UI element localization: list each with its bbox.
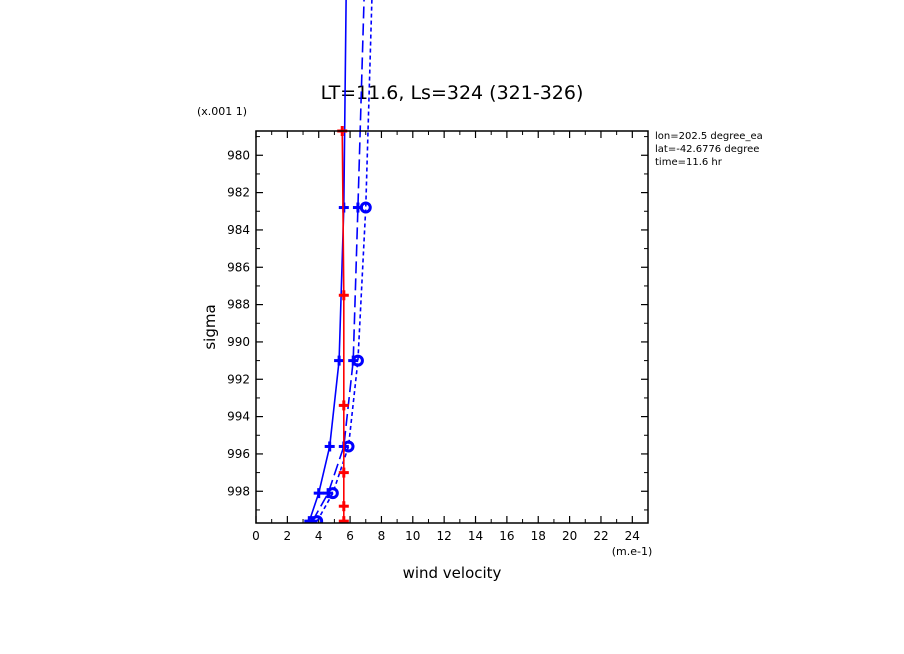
annotation-time: time=11.6 hr [655, 157, 723, 168]
y-tick-label: 984 [227, 223, 250, 237]
x-tick-label: 12 [437, 529, 452, 543]
data-point-plus [338, 400, 349, 411]
x-unit-label: (m.e-1) [612, 545, 653, 558]
x-axis-label: wind velocity [403, 564, 502, 582]
x-tick-label: 6 [346, 529, 354, 543]
y-tick-label: 998 [227, 484, 250, 498]
data-point-plus [338, 290, 349, 301]
y-unit-label: (x.001 1) [197, 105, 247, 118]
annotation-lat: lat=-42.6776 degree [655, 144, 759, 155]
x-tick-label: 24 [625, 529, 640, 543]
y-tick-label: 988 [227, 298, 250, 312]
y-tick-label: 980 [227, 148, 250, 162]
y-tick-label: 986 [227, 260, 250, 274]
data-point-plus [338, 501, 349, 512]
x-tick-label: 8 [378, 529, 386, 543]
annotation-mask [780, 128, 904, 173]
x-tick-label: 20 [562, 529, 577, 543]
y-axis-label: sigma [201, 304, 219, 349]
y-tick-label: 992 [227, 372, 250, 386]
data-point-plus [338, 516, 349, 523]
data-point-plus [334, 355, 345, 366]
x-tick-label: 2 [284, 529, 292, 543]
data-point-circle [311, 515, 324, 523]
data-point-plus [338, 467, 349, 478]
series-line-dashed-1 [311, 0, 365, 522]
chart-title: LT=11.6, Ls=324 (321-326) [321, 82, 584, 104]
y-tick-label: 982 [227, 186, 250, 200]
data-point-plus [338, 202, 349, 213]
x-tick-label: 22 [593, 529, 608, 543]
y-tick-label: 994 [227, 410, 250, 424]
data-point-circle [359, 201, 372, 214]
x-tick-label: 10 [405, 529, 420, 543]
x-tick-label: 18 [531, 529, 546, 543]
x-tick-label: 16 [499, 529, 514, 543]
x-tick-label: 0 [252, 529, 260, 543]
data-point-plus [324, 441, 335, 452]
annotation-lon: lon=202.5 degree_ea [655, 131, 763, 142]
data-point-circle [351, 354, 364, 367]
plot-frame [255, 130, 649, 524]
series-line-solid-0 [308, 0, 347, 522]
y-tick-label: 990 [227, 335, 250, 349]
y-tick-label: 996 [227, 447, 250, 461]
data-point-plus [313, 488, 324, 499]
x-tick-label: 4 [315, 529, 323, 543]
x-tick-label: 14 [468, 529, 483, 543]
data-point-circle [326, 487, 339, 500]
